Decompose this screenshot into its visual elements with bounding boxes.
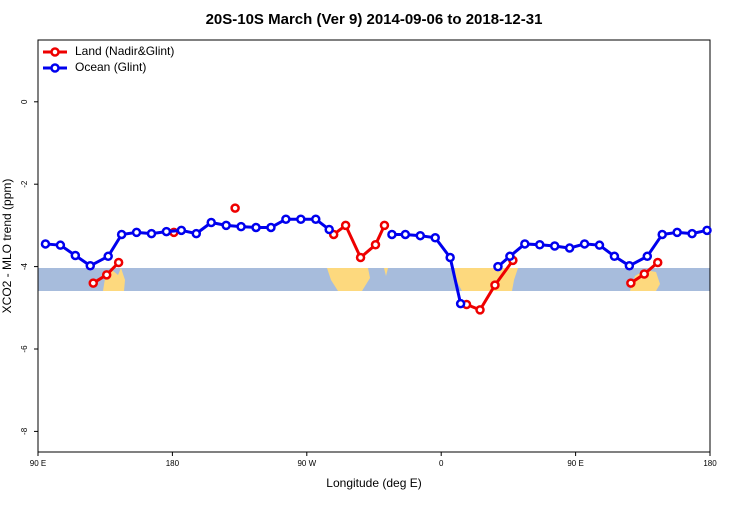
point: [191, 228, 202, 239]
point: [176, 225, 187, 236]
point: [236, 221, 246, 232]
point: [230, 203, 240, 213]
chart-title: 20S-10S March (Ver 9) 2014-09-06 to 2018…: [206, 11, 543, 28]
point: [564, 243, 575, 253]
point: [626, 278, 636, 288]
point: [639, 269, 650, 279]
legend-label: Land (Nadir&Glint): [75, 44, 174, 58]
point: [251, 222, 261, 233]
point: [355, 252, 366, 263]
plot-frame: [37, 39, 711, 453]
point: [206, 217, 216, 228]
y-tick-label: -2: [20, 180, 29, 188]
point: [493, 261, 503, 272]
point: [131, 227, 142, 238]
x-tick-label: 90 E: [30, 459, 46, 468]
point: [520, 239, 530, 249]
point: [55, 240, 66, 250]
legend-label: Ocean (Glint): [75, 60, 146, 74]
point: [475, 305, 485, 315]
series-line: [45, 217, 708, 305]
x-tick-label: 180: [166, 459, 180, 468]
land-sea-mask: [38, 268, 710, 291]
point: [116, 229, 127, 240]
point: [296, 214, 306, 224]
point: [113, 257, 124, 268]
series-line: [92, 223, 659, 312]
point: [642, 251, 653, 262]
y-tick-label: 0: [20, 99, 29, 104]
point: [221, 220, 231, 231]
x-tick-label: 90 E: [567, 459, 583, 468]
point: [161, 226, 172, 237]
point: [101, 270, 112, 280]
legend-marker: [50, 47, 60, 57]
point: [415, 230, 426, 241]
point: [455, 298, 466, 309]
point: [324, 224, 334, 235]
point: [370, 240, 381, 250]
point: [657, 229, 667, 240]
point: [535, 240, 545, 250]
y-tick-label: -6: [20, 345, 29, 353]
point: [594, 240, 605, 250]
point: [266, 222, 276, 233]
point: [281, 214, 291, 224]
point: [146, 228, 157, 239]
point: [490, 280, 500, 290]
point: [400, 229, 411, 240]
point: [40, 239, 51, 249]
y-tick-label: -4: [20, 262, 29, 270]
point: [702, 225, 712, 236]
point: [609, 251, 620, 262]
point: [340, 220, 351, 231]
point: [103, 251, 113, 262]
point: [85, 261, 96, 271]
point: [549, 241, 560, 251]
x-tick-label: 180: [703, 459, 717, 468]
point: [687, 228, 697, 239]
point: [70, 250, 81, 261]
x-axis-label: Longitude (deg E): [326, 476, 421, 490]
point: [445, 252, 455, 263]
y-axis-label: XCO2 - MLO trend (ppm): [0, 179, 14, 314]
x-tick-label: 0: [439, 459, 444, 468]
point: [430, 233, 440, 243]
legend-marker: [50, 63, 60, 73]
point: [652, 257, 663, 268]
point: [311, 214, 321, 224]
point: [672, 227, 682, 238]
point: [505, 251, 515, 262]
y-tick-label: -8: [20, 427, 29, 435]
point: [624, 261, 635, 271]
point: [88, 278, 99, 288]
x-tick-label: 90 W: [297, 459, 316, 468]
point: [379, 220, 390, 231]
point: [387, 229, 397, 240]
point: [579, 239, 590, 249]
